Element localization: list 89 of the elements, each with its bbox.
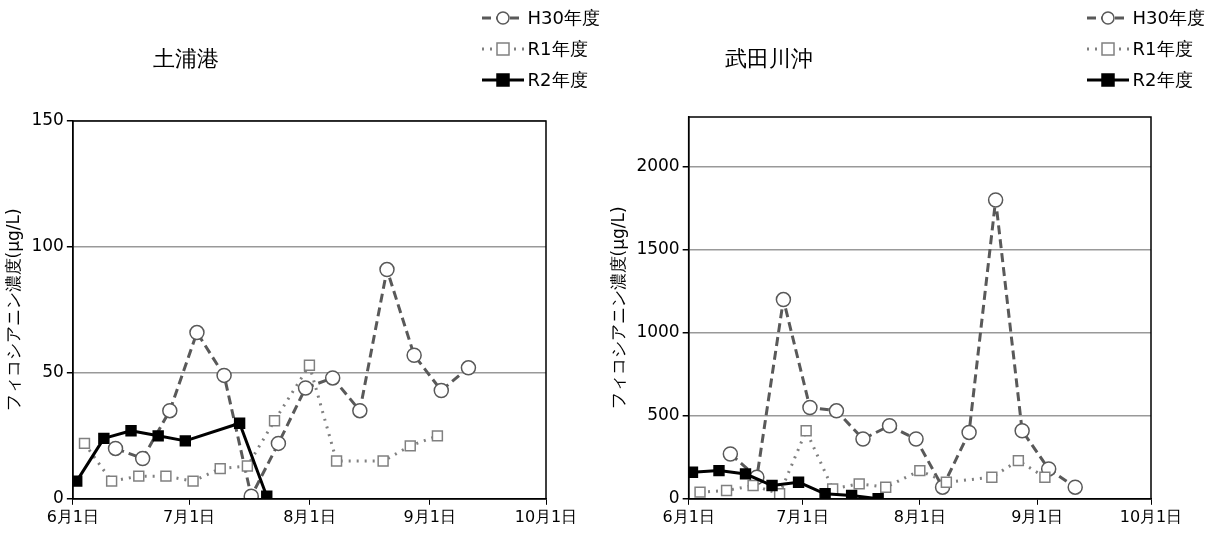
y-tick-label: 0	[53, 487, 64, 508]
x-tick-label: 9月1日	[403, 506, 456, 526]
point	[241, 460, 254, 472]
point	[152, 430, 164, 442]
point	[1039, 471, 1051, 483]
point	[987, 192, 1004, 208]
y-axis-title: フィコシアニン濃度(μg/L)	[2, 208, 23, 412]
point	[406, 347, 422, 363]
point	[722, 446, 739, 462]
point	[216, 367, 232, 384]
point	[433, 382, 450, 399]
point	[908, 431, 924, 447]
point	[160, 470, 172, 482]
y-tick-label: 100	[31, 235, 64, 256]
point	[688, 466, 699, 478]
point	[1012, 454, 1025, 467]
point	[324, 370, 341, 386]
point	[986, 471, 998, 483]
x-tick-label: 6月1日	[662, 506, 715, 526]
point	[189, 324, 205, 341]
point	[802, 399, 818, 416]
point	[352, 402, 368, 419]
point	[1014, 422, 1030, 439]
point	[105, 475, 118, 487]
x-tick-label: 9月1日	[1011, 506, 1064, 526]
point	[720, 484, 733, 497]
x-tick-label: 8月1日	[893, 506, 947, 526]
point	[792, 476, 805, 488]
point	[460, 360, 477, 376]
point	[107, 440, 124, 457]
x-tick-label: 6月1日	[46, 506, 100, 526]
point	[233, 417, 246, 429]
point	[330, 455, 343, 467]
point	[72, 475, 83, 487]
point	[98, 432, 110, 445]
x-tick-label: 8月1日	[283, 506, 336, 526]
point	[853, 478, 865, 490]
legend-label: R1年度	[1132, 36, 1193, 61]
chart-title: 土浦港	[153, 45, 219, 73]
point	[125, 425, 137, 437]
x-tick-label: 7月1日	[163, 506, 216, 526]
y-tick-label: 0	[668, 487, 680, 508]
y-tick-label: 2000	[636, 155, 680, 176]
legend-label: R2年度	[527, 67, 588, 92]
point	[268, 415, 281, 427]
point	[855, 431, 871, 447]
point	[78, 437, 91, 450]
point	[379, 261, 395, 278]
point	[914, 464, 926, 477]
y-tick-label: 150	[31, 109, 64, 130]
legend-label: H30年度	[527, 5, 600, 30]
point	[187, 475, 199, 487]
point	[297, 380, 314, 396]
point	[270, 435, 287, 452]
point	[404, 440, 416, 452]
x-tick-label: 7月1日	[776, 506, 829, 526]
chart-title: 武田川沖	[725, 45, 813, 73]
legend-label: R2年度	[1132, 67, 1193, 92]
point	[303, 359, 316, 372]
point	[377, 455, 389, 467]
point	[431, 430, 444, 442]
point	[828, 403, 845, 419]
point	[961, 424, 977, 441]
point	[747, 479, 759, 492]
point	[881, 418, 898, 434]
point	[880, 481, 892, 493]
point	[766, 479, 778, 492]
point	[1067, 479, 1083, 495]
point	[162, 402, 178, 419]
point	[819, 488, 831, 499]
legend-label: H30年度	[1132, 5, 1205, 30]
point	[133, 470, 145, 482]
y-tick-label: 500	[647, 404, 680, 425]
point	[694, 486, 706, 498]
y-tick-label: 1500	[636, 238, 680, 259]
y-tick-label: 1000	[636, 321, 680, 342]
point	[134, 450, 151, 467]
point	[800, 425, 812, 437]
legend-label: R1年度	[527, 36, 588, 61]
y-axis-title: フィコシアニン濃度(μg/L)	[607, 206, 628, 410]
point	[179, 435, 192, 447]
x-tick-label: 10月1日	[514, 506, 578, 526]
point	[775, 291, 792, 308]
point	[713, 464, 725, 477]
y-tick-label: 50	[42, 361, 64, 382]
point	[739, 468, 752, 480]
point	[940, 476, 953, 488]
point	[214, 462, 226, 475]
x-tick-label: 10月1日	[1119, 506, 1183, 526]
